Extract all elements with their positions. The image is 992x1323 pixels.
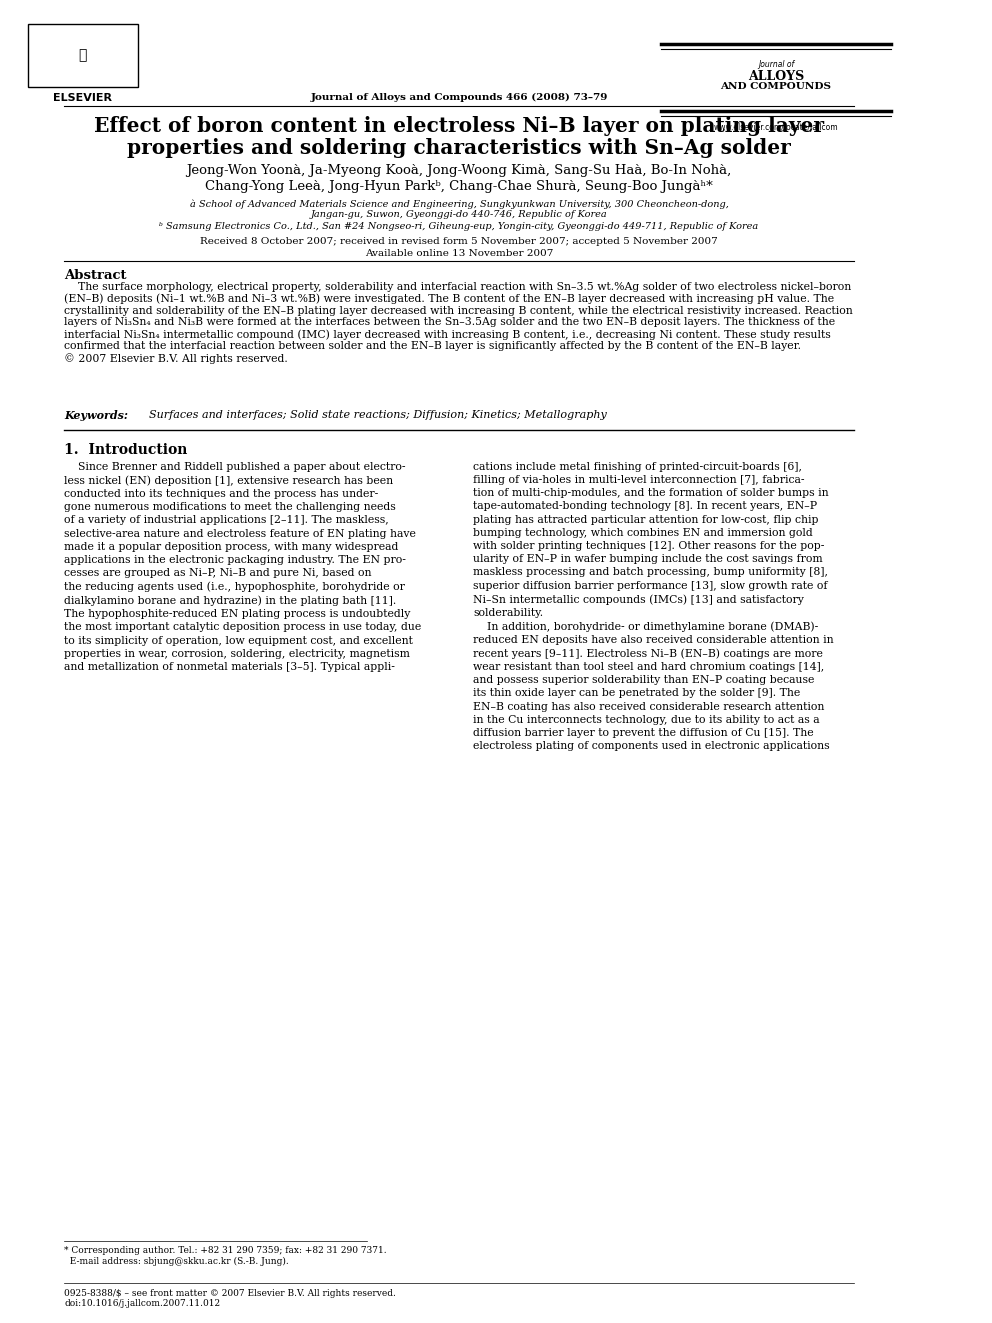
- Text: ALLOYS: ALLOYS: [748, 70, 805, 83]
- Text: Surfaces and interfaces; Solid state reactions; Diffusion; Kinetics; Metallograp: Surfaces and interfaces; Solid state rea…: [142, 410, 607, 421]
- Text: AND COMPOUNDS: AND COMPOUNDS: [720, 82, 831, 91]
- Text: Received 8 October 2007; received in revised form 5 November 2007; accepted 5 No: Received 8 October 2007; received in rev…: [200, 237, 718, 246]
- Text: Abstract: Abstract: [64, 269, 127, 282]
- Text: * Corresponding author. Tel.: +82 31 290 7359; fax: +82 31 290 7371.
  E-mail ad: * Corresponding author. Tel.: +82 31 290…: [64, 1246, 387, 1266]
- Text: cations include metal finishing of printed-circuit-boards [6],
filling of via-ho: cations include metal finishing of print…: [473, 462, 833, 751]
- Text: Journal of Alloys and Compounds 466 (2008) 73–79: Journal of Alloys and Compounds 466 (200…: [310, 93, 608, 102]
- Text: Keywords:: Keywords:: [64, 410, 128, 421]
- Text: à School of Advanced Materials Science and Engineering, Sungkyunkwan University,: à School of Advanced Materials Science a…: [189, 200, 728, 209]
- Text: doi:10.1016/j.jallcom.2007.11.012: doi:10.1016/j.jallcom.2007.11.012: [64, 1299, 220, 1308]
- Text: Journal of: Journal of: [758, 60, 794, 69]
- Text: Effect of boron content in electroless Ni–B layer on plating layer: Effect of boron content in electroless N…: [94, 116, 824, 136]
- Text: properties and soldering characteristics with Sn–Ag solder: properties and soldering characteristics…: [127, 138, 791, 157]
- Text: Jeong-Won Yoonà, Ja-Myeong Kooà, Jong-Woong Kimà, Sang-Su Haà, Bo-In Nohà,: Jeong-Won Yoonà, Ja-Myeong Kooà, Jong-Wo…: [186, 164, 732, 177]
- Text: ᵇ Samsung Electronics Co., Ltd., San #24 Nongseo-ri, Giheung-eup, Yongin-city, G: ᵇ Samsung Electronics Co., Ltd., San #24…: [160, 222, 759, 232]
- Text: 🌳: 🌳: [78, 49, 87, 62]
- Text: Chang-Yong Leeà, Jong-Hyun Parkᵇ, Chang-Chae Shurà, Seung-Boo Jungàʰ*: Chang-Yong Leeà, Jong-Hyun Parkᵇ, Chang-…: [205, 180, 713, 193]
- Text: Jangan-gu, Suwon, Gyeonggi-do 440-746, Republic of Korea: Jangan-gu, Suwon, Gyeonggi-do 440-746, R…: [310, 210, 607, 220]
- Bar: [28, 24, 138, 87]
- Text: www.elsevier.com/locate/jallcom: www.elsevier.com/locate/jallcom: [713, 123, 838, 132]
- Text: ELSEVIER: ELSEVIER: [54, 93, 112, 103]
- Text: 1.  Introduction: 1. Introduction: [64, 443, 187, 458]
- Text: The surface morphology, electrical property, solderability and interfacial react: The surface morphology, electrical prope…: [64, 282, 853, 364]
- Text: 0925-8388/$ – see front matter © 2007 Elsevier B.V. All rights reserved.: 0925-8388/$ – see front matter © 2007 El…: [64, 1289, 396, 1298]
- Text: Available online 13 November 2007: Available online 13 November 2007: [365, 249, 554, 258]
- Text: Since Brenner and Riddell published a paper about electro-
less nickel (EN) depo: Since Brenner and Riddell published a pa…: [64, 462, 422, 672]
